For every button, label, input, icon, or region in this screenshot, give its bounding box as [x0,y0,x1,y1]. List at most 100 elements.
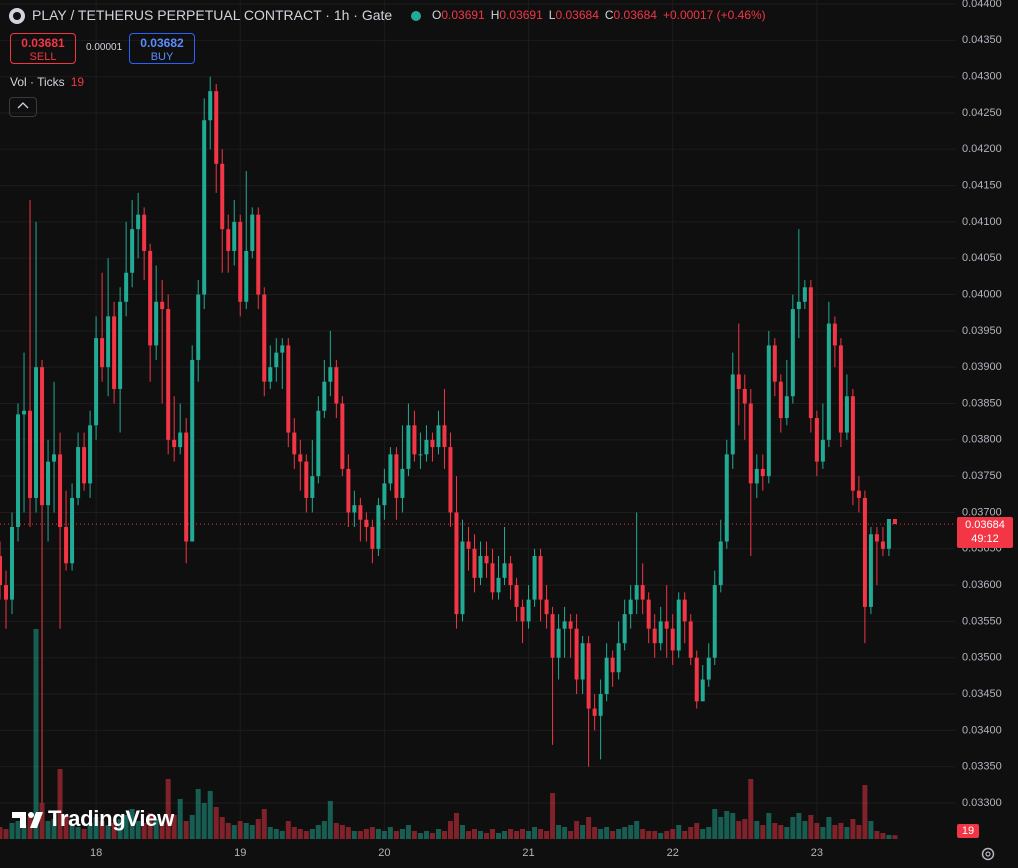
candle-body [178,432,183,448]
candle-body [442,425,447,448]
volume-bar [255,819,261,839]
candle-body [628,599,633,615]
candle-body [880,541,885,549]
volume-bar [484,833,490,839]
candle-body [556,628,561,658]
collapse-button[interactable] [9,97,37,117]
candle-body [424,439,429,455]
candle-body [664,621,669,629]
grid [0,0,955,839]
volume-bar [514,831,520,839]
candle-body [718,541,723,586]
volume-bar [790,817,796,839]
volume-bar [111,823,117,839]
buy-label: BUY [150,51,174,63]
volume-bar [105,825,111,839]
volume-bar [886,835,892,839]
volume-bar [465,831,471,839]
volume-bar [69,825,75,839]
candle-body [478,556,483,578]
axes: 0.04400 0.04350 0.04300 0.04250 0.04200 0.041… [0,0,1002,859]
volume-bar [856,825,862,839]
volume-bar [135,821,141,839]
y-tick-label: 0.04300 [962,71,1002,83]
candle-body [16,414,21,527]
volume-bar [291,827,297,839]
candle-body [298,454,303,462]
y-tick-label: 0.03750 [962,470,1002,482]
volume-bar [219,817,225,839]
legend-key: H [490,8,500,22]
y-tick-label: 0.04200 [962,143,1002,155]
candle-body [790,309,795,397]
legend-key: O [432,8,442,22]
volume-bar [844,827,850,839]
sell-button[interactable]: 0.03681 SELL [10,33,76,64]
candle-body [682,599,687,622]
candle-body [64,526,69,564]
candle-body [604,657,609,695]
volume-bar [57,769,63,839]
candle-body [370,526,375,549]
candle-body [52,454,57,462]
y-tick-label: 0.03550 [962,615,1002,627]
volume-bar [490,829,496,839]
volume-bar [808,815,814,839]
candle-body [520,606,525,622]
legend-change: +0.00017 (+0.46%) [662,8,766,22]
candle-body [382,483,387,506]
buy-button[interactable]: 0.03682 BUY [129,33,195,64]
volume-bar [327,801,333,839]
candle-body [760,468,765,477]
volume-bar [213,807,219,839]
volume-bar [496,833,502,839]
volume-bar [345,827,351,839]
candle-body [40,367,45,506]
volume-bar [718,817,724,839]
volume-bar [141,823,147,839]
y-tick-label: 0.04050 [962,252,1002,264]
watermark-logo [12,812,43,828]
volume-bar [670,829,676,839]
candle-body [676,599,681,651]
indicator-name: Vol · Ticks [10,75,65,89]
volume-bar [826,817,832,839]
volume-bar [778,825,784,839]
volume-bar [580,825,586,839]
volume-bar [736,821,742,839]
legend-value: 0.03684 [613,8,657,22]
legend-value: 0.03691 [441,8,485,22]
volume-bar [171,815,177,839]
settings-icon[interactable] [981,847,995,861]
volume-bar [261,809,267,839]
volume-bar [748,779,754,839]
volume-bar [279,831,285,839]
y-tick-label: 0.04100 [962,216,1002,228]
candle-body [796,301,801,310]
candle-body [262,294,267,382]
candle-body [862,497,867,607]
candle-body [316,410,321,477]
y-tick-label: 0.03600 [962,579,1002,591]
volume-bar [369,827,375,839]
volume-bar [502,831,508,839]
candle-body [454,512,459,615]
volume-bar [129,809,135,839]
volume-bar [688,827,694,839]
candle-body [334,367,339,404]
candle-body [484,556,489,564]
candle-body [154,301,159,346]
candle-body [838,345,843,433]
volume-bar [478,831,484,839]
candle-body [766,345,771,477]
volume-bar [538,829,544,839]
candle-body [784,396,789,419]
candle-body [700,679,705,702]
spread: 0.00001 [86,42,123,53]
candle-body [304,461,309,498]
volume-bar [754,821,760,839]
candle-body [124,272,129,302]
volume-bar [832,825,838,839]
candle-body [646,599,651,629]
